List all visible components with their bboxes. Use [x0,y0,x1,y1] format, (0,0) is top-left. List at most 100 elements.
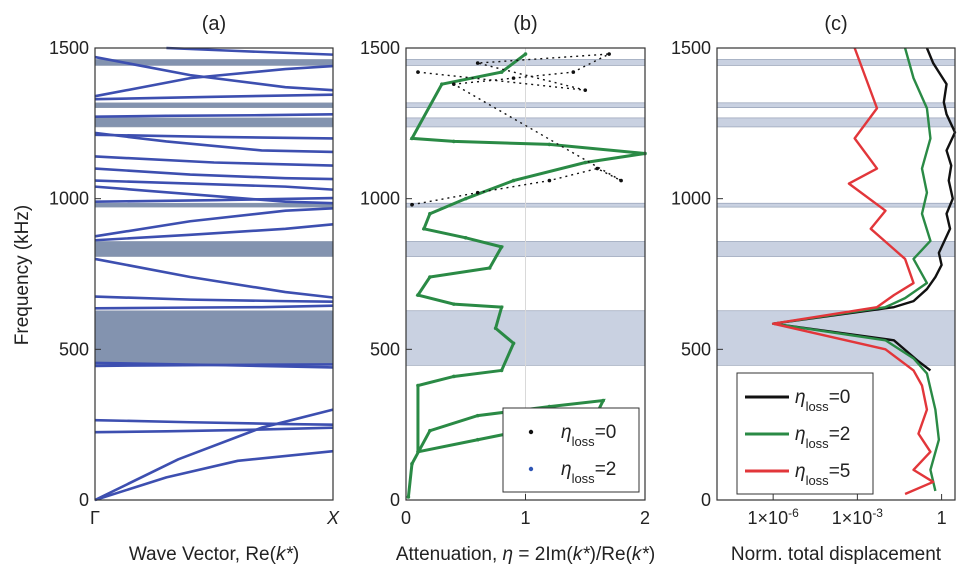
series-0-point-32 [499,70,504,74]
xtick-label-1: X [326,508,340,528]
band-gap-3 [716,117,956,128]
series-1-point-10 [583,88,588,92]
band-gap-5 [716,59,956,66]
band-16 [94,131,334,154]
band-21 [94,55,334,92]
series-0-point-0 [406,495,411,499]
ytick-label-3: 1500 [49,38,89,58]
series-0-point-31 [440,82,444,86]
ytick-label-3: 1500 [360,38,400,58]
band-gap-4 [94,102,334,108]
legend-box [502,407,640,493]
ytick-label-2: 1000 [360,189,400,209]
panel-label: (b) [513,13,537,35]
series-1-point-2 [547,178,552,183]
series-0-point-23 [428,211,432,216]
legend-label-0: ηloss=0 [561,422,616,449]
band-19 [94,93,334,101]
x-axis-title: Norm. total displacement [731,544,942,565]
series-0-point-5 [601,398,605,403]
band-gap-4 [716,102,956,108]
series-1-point-3 [595,166,599,171]
series-1-point-1 [475,190,480,195]
legend: ηloss=0 ηloss=2 ηloss=5 [736,372,874,495]
ytick-label-1: 500 [681,339,711,359]
panel-a: 0 500 1000 1500 Γ X (a) Wave Vector, Re(k*) [49,13,340,565]
ytick-label-1: 500 [59,339,89,359]
series-0-point-1 [410,462,414,466]
series-0-point-14 [493,326,498,331]
series-0-point-19 [487,266,492,270]
series-0-point-21 [463,236,468,240]
band-gap-2 [94,202,334,208]
band-6 [94,304,334,310]
series-0-point-33 [523,52,528,56]
series-1-line [411,53,622,206]
series-0-point-3 [475,413,480,418]
series-1-point-7 [571,70,576,74]
legend-label-1: ηloss=2 [561,459,616,486]
band-3 [94,418,334,426]
series-0-point-9 [416,449,420,454]
series-0-point-20 [499,245,504,249]
panel-b: 0 500 1000 1500 0 1 2 (b) Attenuation, η = 2Im(k… [360,13,655,565]
axes-frame [716,47,956,501]
ytick-label-2: 1000 [49,189,89,209]
series-0-point-25 [511,178,516,183]
legend-label-1: ηloss=2 [795,424,850,451]
band-8 [94,257,334,299]
legend-label-2: ηloss=5 [795,461,850,488]
series-1-line [771,47,941,492]
panel-label: (a) [202,13,226,35]
band-gap-0 [94,310,334,366]
series-0-point-11 [452,374,456,379]
xtick-label-1: 1 [520,508,530,528]
series-0-point-29 [452,139,456,144]
xtick-label-2: 1 [937,508,947,528]
legend-marker-0 [528,429,534,435]
series-0-point-22 [422,227,426,231]
series-1-point-5 [452,82,456,86]
series-0-point-10 [416,383,420,388]
axes-frame [94,47,334,501]
band-22 [166,46,334,56]
ytick-label-0: 0 [79,490,89,510]
band-2 [94,426,334,434]
series-0-point-16 [452,302,456,306]
legend-label-0: ηloss=0 [795,387,850,414]
x-axis-title: Wave Vector, Re(k*) [129,544,299,565]
band-20 [94,64,334,98]
series-1-point-0 [410,202,414,207]
band-13 [94,179,334,191]
series-0-point-4 [547,404,552,409]
band-14 [94,167,334,181]
band-gap-2 [716,202,956,208]
series-0-point-26 [583,160,588,165]
band-gap-3 [94,117,334,128]
ylabel-frequency: Frequency (kHz) [12,205,33,345]
series-1-point-11 [416,70,420,74]
band-gap-1 [94,241,334,257]
series-0-point-30 [410,136,414,141]
series-0-point-12 [499,368,504,373]
panel-label: (c) [824,13,847,35]
ytick-label-3: 1500 [671,38,711,58]
x-axis-title: Attenuation, η = 2Im(k*)/Re(k*) [396,544,655,565]
series-0-point-8 [475,437,480,442]
ytick-label-2: 1000 [671,189,711,209]
series-0-point-13 [511,341,516,346]
series-0-point-15 [499,305,504,309]
xtick-label-1: 1×10-3 [832,506,884,528]
series-0-point-2 [428,428,432,433]
series-1-point-6 [511,76,516,80]
series-1-point-4 [619,178,623,183]
series-1-point-9 [475,61,480,65]
ytick-label-0: 0 [390,490,400,510]
series-0-point-18 [428,275,432,279]
xtick-label-0: Γ [90,508,100,528]
band-5 [94,361,334,369]
band-12 [94,185,334,205]
ytick-label-1: 500 [370,339,400,359]
band-10 [94,207,334,238]
